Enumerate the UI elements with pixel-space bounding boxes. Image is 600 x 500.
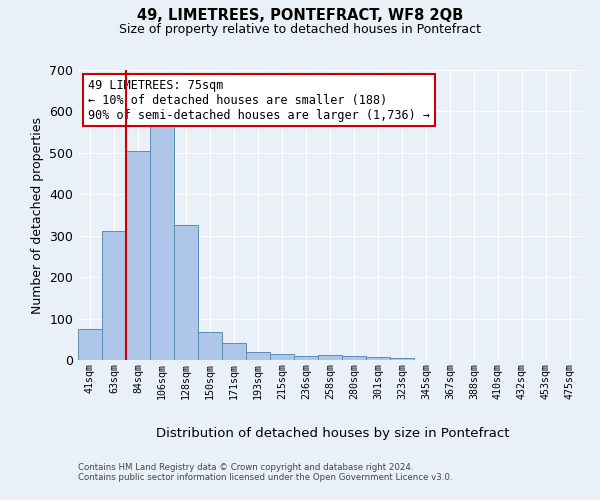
Bar — [174, 226, 198, 360]
Bar — [198, 332, 222, 360]
Bar — [222, 344, 246, 360]
Text: 49, LIMETREES, PONTEFRACT, WF8 2QB: 49, LIMETREES, PONTEFRACT, WF8 2QB — [137, 8, 463, 22]
Text: Size of property relative to detached houses in Pontefract: Size of property relative to detached ho… — [119, 22, 481, 36]
Bar — [150, 122, 174, 360]
Bar — [342, 356, 366, 360]
Bar — [366, 357, 390, 360]
Text: Contains public sector information licensed under the Open Government Licence v3: Contains public sector information licen… — [78, 474, 452, 482]
Text: 49 LIMETREES: 75sqm
← 10% of detached houses are smaller (188)
90% of semi-detac: 49 LIMETREES: 75sqm ← 10% of detached ho… — [88, 78, 430, 122]
Bar — [78, 329, 102, 360]
Bar — [102, 230, 126, 360]
Text: Distribution of detached houses by size in Pontefract: Distribution of detached houses by size … — [156, 428, 510, 440]
Bar — [294, 356, 318, 360]
Y-axis label: Number of detached properties: Number of detached properties — [31, 116, 44, 314]
Bar — [270, 354, 294, 360]
Text: Contains HM Land Registry data © Crown copyright and database right 2024.: Contains HM Land Registry data © Crown c… — [78, 464, 413, 472]
Bar — [126, 151, 150, 360]
Bar — [246, 352, 270, 360]
Bar — [318, 355, 342, 360]
Bar — [390, 358, 414, 360]
